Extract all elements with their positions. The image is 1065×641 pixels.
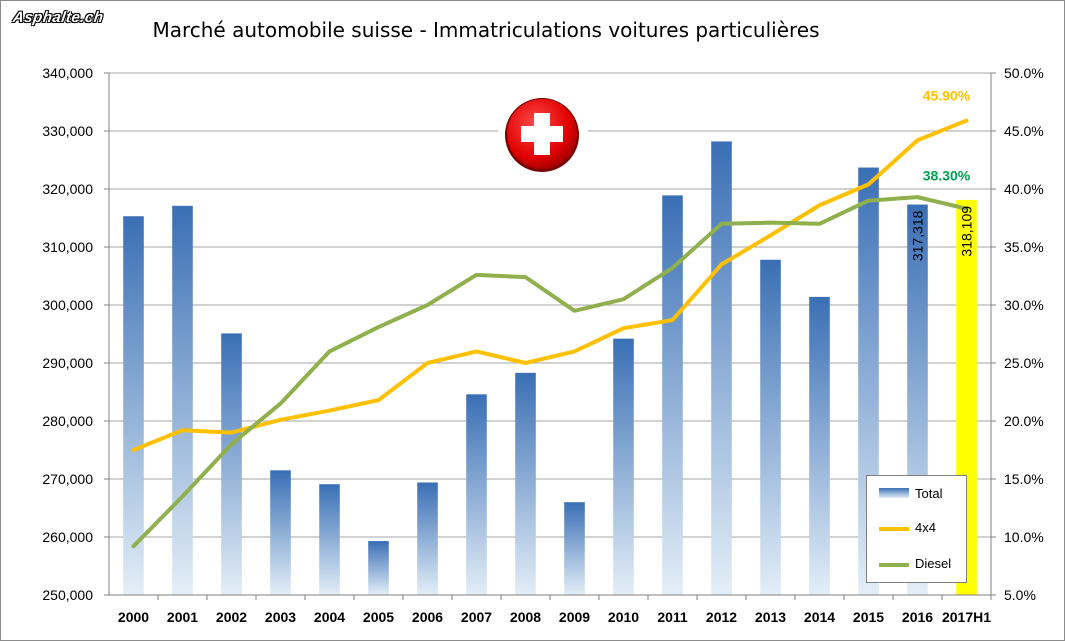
y-tick-label: 310,000	[42, 239, 93, 255]
axes: 250,000 260,000 270,000 280,000 290,000 300,0…	[42, 65, 1043, 625]
y-tick-label: 340,000	[42, 65, 93, 81]
chart-title: Marché automobile suisse - Immatriculati…	[152, 18, 820, 42]
y-right-tick-label: 45.0%	[1004, 123, 1044, 139]
legend-label-total: Total	[915, 486, 943, 501]
y-right-tick-label: 15.0%	[1004, 471, 1044, 487]
bar-2012	[711, 141, 732, 595]
annotation-diesel: 38.30%	[923, 168, 971, 184]
bar-label-2017H1: 318,109	[959, 206, 975, 257]
annotation-4x4: 45.90%	[923, 88, 971, 104]
legend-item-total: Total	[879, 484, 965, 504]
x-tick-label: 2010	[608, 609, 639, 625]
x-tick-label: 2017H1	[942, 609, 991, 625]
x-tick-label: 2002	[216, 609, 247, 625]
x-tick-label: 2012	[706, 609, 737, 625]
x-tick-label: 2008	[510, 609, 541, 625]
x-tick-label: 2015	[853, 609, 884, 625]
bar-label-2016: 317,318	[910, 210, 926, 261]
x-tick-label: 2011	[657, 609, 688, 625]
x-tick-label: 2006	[412, 609, 443, 625]
line-diesel	[131, 195, 969, 549]
y-right-tick-label: 50.0%	[1004, 65, 1044, 81]
y-tick-label: 290,000	[42, 355, 93, 371]
bar-2006	[417, 482, 438, 595]
bar-2002	[221, 333, 242, 595]
bar-2000	[123, 216, 144, 595]
x-tick-label: 2005	[363, 609, 394, 625]
bars	[123, 141, 977, 596]
legend-swatch-total	[879, 488, 909, 498]
bar-2005	[368, 541, 389, 595]
bar-2014	[809, 296, 830, 595]
bar-2013	[760, 259, 781, 595]
bar-2003	[270, 470, 291, 595]
x-tick-label: 2016	[902, 609, 933, 625]
y-right-tick-label: 40.0%	[1004, 181, 1044, 197]
bar-2007	[466, 394, 487, 595]
line-4x4	[131, 118, 969, 452]
y-tick-label: 330,000	[42, 123, 93, 139]
bar-2009	[564, 502, 585, 595]
y-tick-label: 270,000	[42, 471, 93, 487]
x-tick-label: 2013	[755, 609, 786, 625]
flag-cross-horizontal	[521, 126, 563, 142]
x-tick-label: 2000	[118, 609, 149, 625]
lines	[131, 118, 969, 549]
legend-swatch-diesel	[879, 563, 909, 567]
y-tick-label: 300,000	[42, 297, 93, 313]
gridlines	[109, 72, 991, 538]
annotations: 45.90% 38.30% 317,318 318,109	[910, 88, 975, 262]
x-tick-label: 2003	[265, 609, 296, 625]
y-tick-label: 320,000	[42, 181, 93, 197]
bar-2004	[319, 484, 340, 595]
y-right-tick-label: 25.0%	[1004, 355, 1044, 371]
y-right-tick-label: 10.0%	[1004, 529, 1044, 545]
y-right-tick-label: 35.0%	[1004, 239, 1044, 255]
bar-2001	[172, 205, 193, 595]
legend-item-4x4: 4x4	[879, 518, 965, 538]
x-tick-label: 2007	[461, 609, 492, 625]
legend-swatch-4x4	[879, 527, 909, 531]
y-right-tick-label: 30.0%	[1004, 297, 1044, 313]
bar-2008	[515, 372, 536, 595]
y-tick-label: 260,000	[42, 529, 93, 545]
legend-item-diesel: Diesel	[879, 554, 965, 574]
y-right-tick-label: 20.0%	[1004, 413, 1044, 429]
legend-label-4x4: 4x4	[915, 520, 936, 535]
x-tick-label: 2001	[167, 609, 198, 625]
x-tick-label: 2009	[559, 609, 590, 625]
y-tick-label: 280,000	[42, 413, 93, 429]
legend-label-diesel: Diesel	[915, 556, 952, 571]
y-right-tick-label: 5.0%	[1004, 587, 1036, 603]
y-tick-label: 250,000	[42, 587, 93, 603]
x-tick-label: 2014	[804, 609, 835, 625]
x-tick-label: 2004	[314, 609, 345, 625]
swiss-flag-icon	[498, 98, 588, 172]
legend: Total 4x4 Diesel	[866, 475, 967, 583]
bar-2011	[662, 195, 683, 595]
bar-2010	[613, 338, 634, 595]
